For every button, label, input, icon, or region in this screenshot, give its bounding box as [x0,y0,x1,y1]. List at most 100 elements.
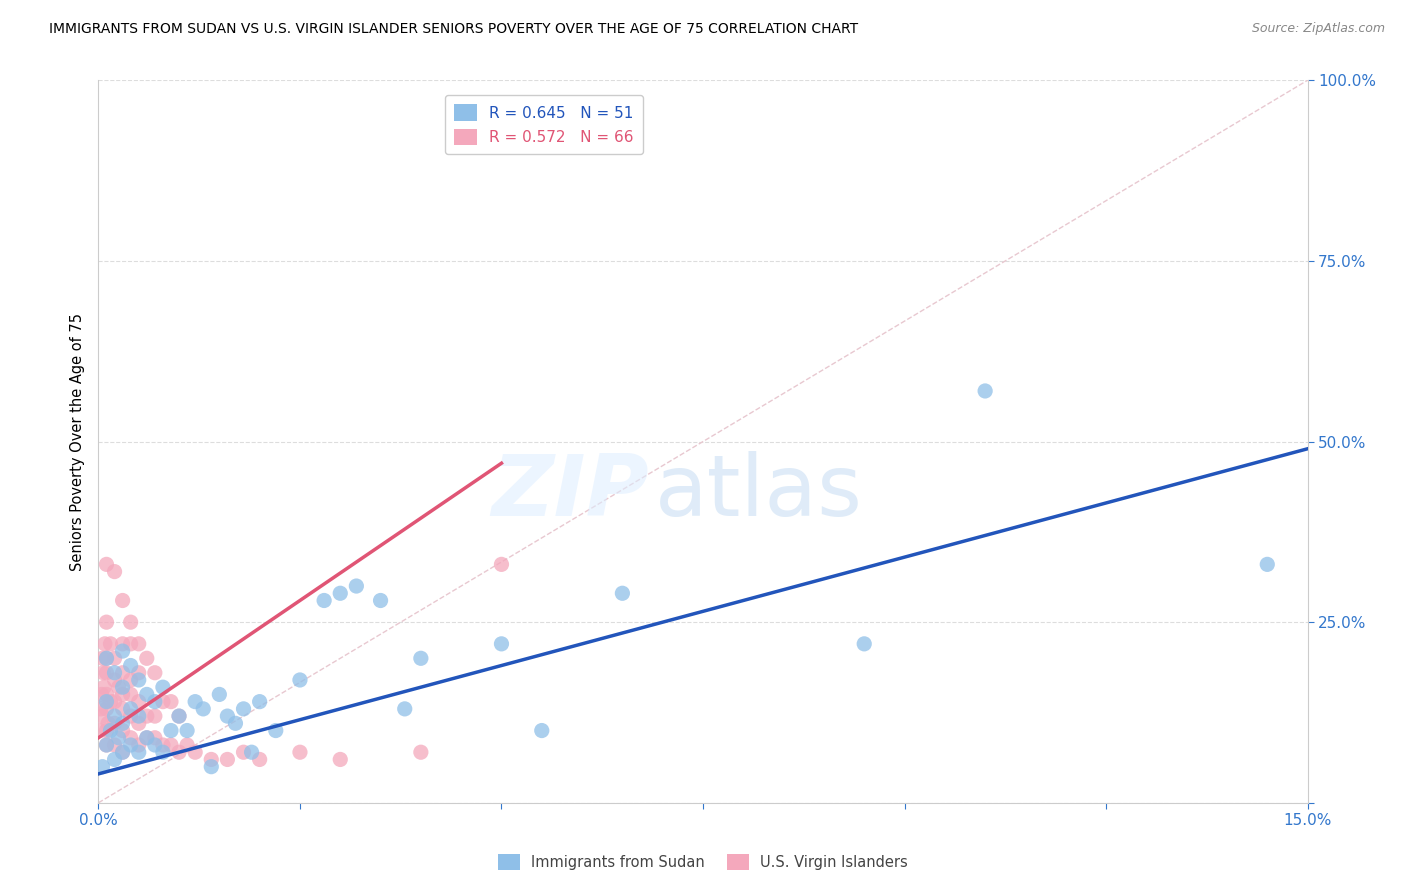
Point [370,593,392,607]
Point [152,695,174,709]
Point [612,586,634,600]
Point [120,658,142,673]
Point [96,651,118,665]
Point [96,738,118,752]
Point [120,687,142,701]
Point [94,637,117,651]
Point [91,760,114,774]
Point [176,738,198,752]
Point [120,673,142,687]
Point [96,651,118,665]
Point [409,651,432,665]
Point [93,680,115,694]
Point [200,760,222,774]
Point [409,745,432,759]
Text: ZIP: ZIP [491,450,648,533]
Point [288,673,311,687]
Point [103,695,125,709]
Point [100,695,122,709]
Point [96,687,118,701]
Point [111,716,134,731]
Point [103,738,125,752]
Legend: R = 0.645   N = 51, R = 0.572   N = 66: R = 0.645 N = 51, R = 0.572 N = 66 [444,95,643,154]
Point [160,695,183,709]
Point [96,695,118,709]
Point [152,738,174,752]
Point [120,637,142,651]
Point [1256,558,1278,572]
Point [111,702,134,716]
Point [184,695,207,709]
Point [107,680,129,694]
Point [193,702,215,716]
Point [111,644,134,658]
Text: IMMIGRANTS FROM SUDAN VS U.S. VIRGIN ISLANDER SENIORS POVERTY OVER THE AGE OF 75: IMMIGRANTS FROM SUDAN VS U.S. VIRGIN ISL… [49,22,858,37]
Point [120,709,142,723]
Point [143,695,166,709]
Point [111,665,134,680]
Point [200,752,222,766]
Point [240,745,263,759]
Point [120,702,142,716]
Point [143,731,166,745]
Point [344,579,367,593]
Point [314,593,336,607]
Point [167,745,190,759]
Point [208,687,231,701]
Point [974,384,997,398]
Point [111,745,134,759]
Point [111,680,134,694]
Point [100,723,122,738]
Point [135,709,157,723]
Point [120,731,142,745]
Point [96,738,118,752]
Point [128,665,150,680]
Point [96,558,118,572]
Point [103,709,125,723]
Point [96,665,118,680]
Point [111,745,134,759]
Point [853,637,876,651]
Point [217,709,239,723]
Text: atlas: atlas [655,450,863,533]
Point [160,738,183,752]
Point [160,723,183,738]
Point [128,695,150,709]
Point [135,731,157,745]
Point [152,680,174,694]
Point [167,709,190,723]
Point [249,752,271,766]
Point [120,615,142,630]
Point [167,709,190,723]
Point [91,709,114,723]
Point [491,558,513,572]
Point [143,709,166,723]
Point [96,723,118,738]
Point [120,738,142,752]
Point [90,702,112,716]
Point [111,723,134,738]
Point [394,702,416,716]
Point [103,565,125,579]
Point [128,716,150,731]
Point [128,673,150,687]
Point [135,731,157,745]
Point [152,745,174,759]
Point [135,651,157,665]
Point [143,738,166,752]
Point [143,665,166,680]
Point [107,731,129,745]
Point [103,673,125,687]
Point [90,687,112,701]
Point [249,695,271,709]
Point [103,651,125,665]
Point [288,745,311,759]
Point [103,752,125,766]
Point [128,709,150,723]
Point [135,687,157,701]
Point [232,702,254,716]
Point [97,716,120,731]
Text: Source: ZipAtlas.com: Source: ZipAtlas.com [1251,22,1385,36]
Point [128,745,150,759]
Point [103,665,125,680]
